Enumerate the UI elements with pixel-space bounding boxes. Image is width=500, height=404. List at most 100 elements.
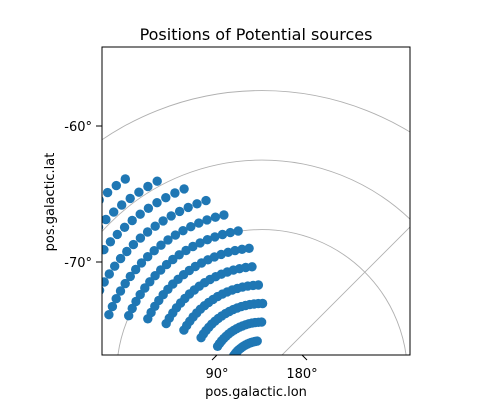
data-point: [145, 277, 155, 287]
data-point: [16, 237, 25, 246]
data-point: [161, 193, 171, 203]
data-point: [109, 207, 119, 217]
data-point: [252, 336, 262, 346]
data-point: [3, 330, 12, 339]
grid-line-lon: [281, 226, 410, 355]
data-point: [186, 222, 196, 232]
data-point: [102, 245, 109, 255]
y-axis-label: pos.galactic.lat: [43, 153, 58, 252]
data-point: [195, 238, 205, 248]
data-point: [256, 317, 267, 327]
data-point: [163, 235, 173, 245]
data-point: [202, 215, 212, 225]
data-point: [1, 341, 10, 350]
data-point: [42, 267, 51, 276]
data-point: [150, 221, 160, 231]
x-tick-label-180: 180°: [286, 367, 317, 382]
data-point: [170, 188, 180, 198]
data-point: [14, 285, 23, 294]
data-point: [84, 180, 93, 189]
data-point: [26, 309, 35, 318]
data-point: [102, 255, 103, 260]
data-point: [125, 271, 135, 282]
data-point: [161, 259, 172, 270]
data-point: [91, 294, 100, 303]
grid-lines: [102, 90, 410, 355]
data-point: [230, 245, 240, 256]
data-point: [174, 250, 184, 260]
data-point: [10, 247, 19, 256]
x-tick-label-90: 90°: [205, 367, 228, 382]
data-point: [225, 227, 235, 238]
data-point: [47, 306, 56, 315]
data-point: [102, 286, 105, 295]
data-point: [192, 199, 202, 209]
data-point: [194, 218, 204, 228]
data-point: [152, 198, 162, 208]
data-point: [156, 240, 166, 250]
data-point: [65, 229, 74, 238]
data-point: [18, 274, 27, 283]
data-point: [237, 244, 247, 254]
data-point: [128, 239, 139, 250]
data-point: [54, 286, 63, 295]
data-point: [102, 214, 111, 225]
data-point: [72, 220, 81, 229]
data-point: [217, 229, 228, 240]
data-point: [67, 196, 76, 205]
data-point: [115, 253, 126, 264]
data-point: [219, 210, 229, 220]
data-point: [244, 243, 254, 253]
data-point: [8, 307, 17, 316]
data-point: [149, 246, 159, 256]
data-point: [210, 232, 220, 242]
data-point: [66, 307, 75, 316]
data-point: [135, 289, 145, 300]
data-point: [33, 287, 42, 296]
data-point: [107, 301, 118, 312]
data-point: [0, 232, 6, 241]
data-point: [152, 176, 162, 186]
data-point: [75, 188, 84, 197]
data-point: [115, 286, 126, 296]
data-point: [37, 277, 46, 286]
data-point: [143, 203, 154, 213]
data-point: [69, 298, 78, 307]
data-point: [22, 227, 31, 236]
data-point: [166, 211, 176, 221]
data-point: [202, 235, 213, 245]
data-point: [50, 296, 59, 305]
data-point: [122, 246, 132, 257]
data-point: [0, 291, 2, 300]
data-point: [127, 303, 137, 314]
data-point: [24, 320, 33, 329]
grid-circle-lat: [102, 159, 410, 233]
chart-title: Positions of Potential sources: [140, 25, 373, 44]
data-point: [82, 270, 91, 279]
data-point: [84, 312, 93, 321]
data-point: [28, 217, 37, 226]
data-point: [120, 278, 130, 289]
data-point: [73, 288, 82, 297]
data-point: [28, 253, 37, 262]
data-point: [60, 205, 69, 214]
data-point: [104, 269, 115, 279]
x-tick-mark: [211, 354, 218, 361]
data-point: [201, 195, 211, 206]
data-point: [110, 261, 120, 271]
scatter-points: [0, 174, 268, 355]
data-point: [143, 181, 153, 192]
data-point: [80, 239, 89, 248]
data-point: [111, 294, 121, 304]
data-point: [20, 342, 29, 351]
data-point: [253, 280, 264, 290]
data-point: [112, 229, 123, 240]
data-point: [124, 311, 134, 321]
data-point: [105, 237, 116, 247]
data-point: [183, 202, 193, 213]
data-point: [142, 227, 153, 237]
data-point: [63, 317, 72, 326]
data-point: [179, 184, 189, 194]
